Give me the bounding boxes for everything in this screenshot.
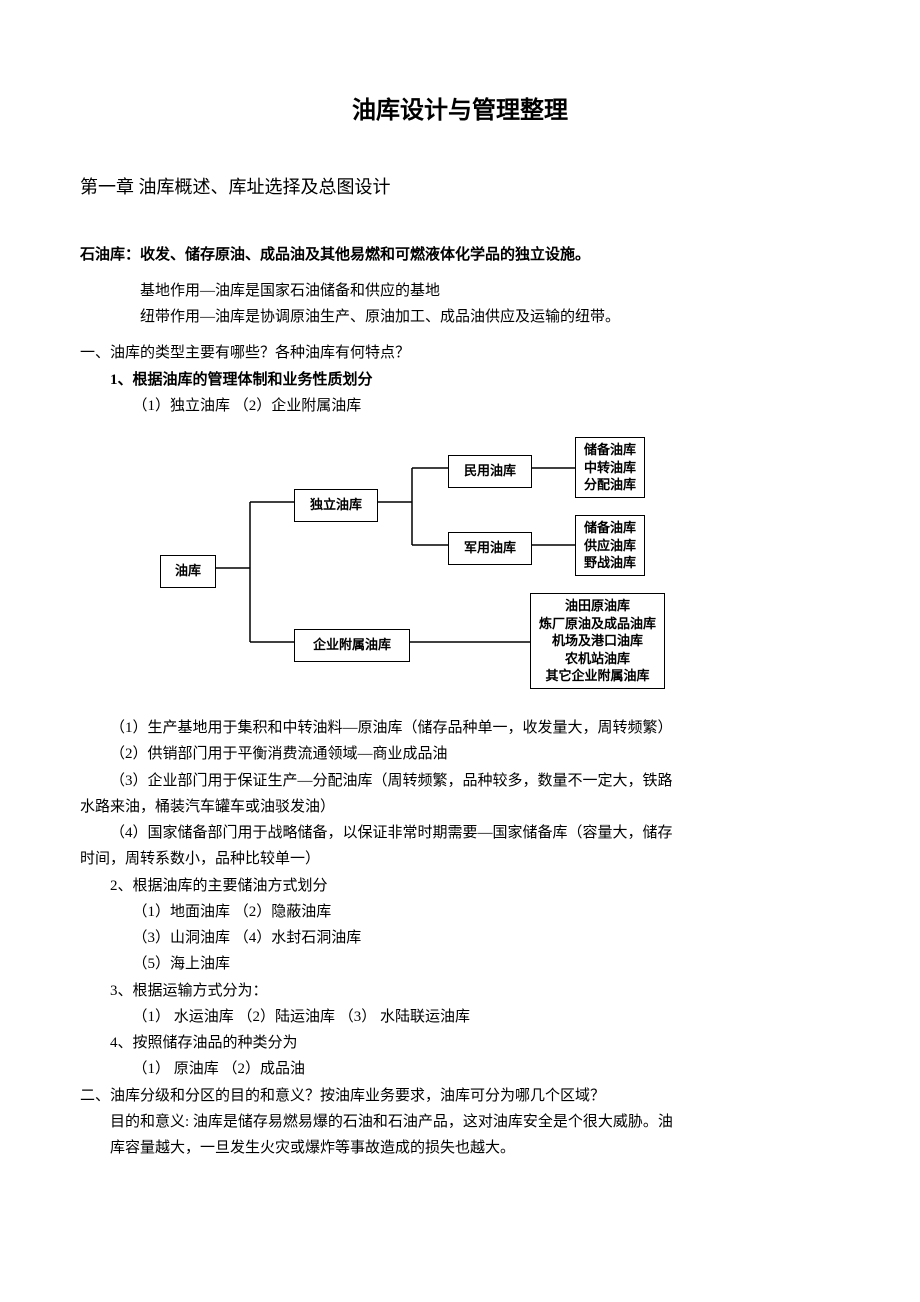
diagram-node-root: 油库 [160, 555, 216, 588]
para-line: （2）供销部门用于平衡消费流通领域—商业成品油 [80, 741, 840, 767]
diagram-node-civil: 民用油库 [448, 455, 532, 488]
category-heading: 2、根据油库的主要储油方式划分 [80, 873, 840, 899]
role-line: 基地作用—油库是国家石油储备和供应的基地 [110, 278, 840, 304]
diagram-node-ent: 企业附属油库 [294, 629, 410, 662]
diagram-group-ent: 油田原油库炼厂原油及成品油库机场及港口油库农机站油库其它企业附属油库 [530, 593, 665, 689]
category-heading: 3、根据运输方式分为： [80, 978, 840, 1004]
chapter-heading: 第一章 油库概述、库址选择及总图设计 [80, 172, 840, 204]
diagram-group-mil: 储备油库供应油库野战油库 [575, 515, 645, 576]
category-item: （3）山洞油库 （4）水封石洞油库 [80, 925, 840, 951]
para-line: （3）企业部门用于保证生产—分配油库（周转频繁，品种较多，数量不一定大，铁路 [80, 768, 840, 794]
category-heading: 1、根据油库的管理体制和业务性质划分 [80, 367, 840, 393]
category-item: （1） 原油库 （2）成品油 [80, 1056, 840, 1082]
section-q: 一、油库的类型主要有哪些？各种油库有何特点？ [80, 340, 840, 366]
category-heading: 4、按照储存油品的种类分为 [80, 1030, 840, 1056]
doc-title: 油库设计与管理整理 [80, 90, 840, 132]
para-line: （4）国家储备部门用于战略储备，以保证非常时期需要—国家储备库（容量大，储存 [80, 820, 840, 846]
para-line: （1）生产基地用于集积和中转油料—原油库（储存品种单一，收发量大，周转频繁） [80, 715, 840, 741]
definition: 石油库：收发、储存原油、成品油及其他易燃和可燃液体化学品的独立设施。 [80, 242, 840, 268]
diagram-node-mil: 军用油库 [448, 532, 532, 565]
role-line: 纽带作用—油库是协调原油生产、原油加工、成品油供应及运输的纽带。 [110, 304, 840, 330]
para-line: 目的和意义: 油库是储存易燃易爆的石油和石油产品，这对油库安全是个很大威胁。油 [80, 1109, 840, 1135]
section-q: 二、油库分级和分区的目的和意义？按油库业务要求，油库可分为哪几个区域？ [80, 1083, 840, 1109]
category-item: （5）海上油库 [80, 951, 840, 977]
diagram-node-indep: 独立油库 [294, 489, 378, 522]
para-line: 水路来油，桶装汽车罐车或油驳发油） [80, 794, 840, 820]
para-line: 库容量越大，一旦发生火灾或爆炸等事故造成的损失也越大。 [80, 1135, 840, 1161]
category-item: （1）地面油库 （2）隐蔽油库 [80, 899, 840, 925]
category-item: （1）独立油库 （2）企业附属油库 [80, 393, 840, 419]
category-item: （1） 水运油库 （2）陆运油库 （3） 水陆联运油库 [80, 1004, 840, 1030]
para-line: 时间，周转系数小，品种比较单一） [80, 846, 840, 872]
diagram-group-civil: 储备油库中转油库分配油库 [575, 437, 645, 498]
classification-diagram: 油库 独立油库 企业附属油库 民用油库 军用油库 储备油库中转油库分配油库 储备… [160, 437, 720, 697]
